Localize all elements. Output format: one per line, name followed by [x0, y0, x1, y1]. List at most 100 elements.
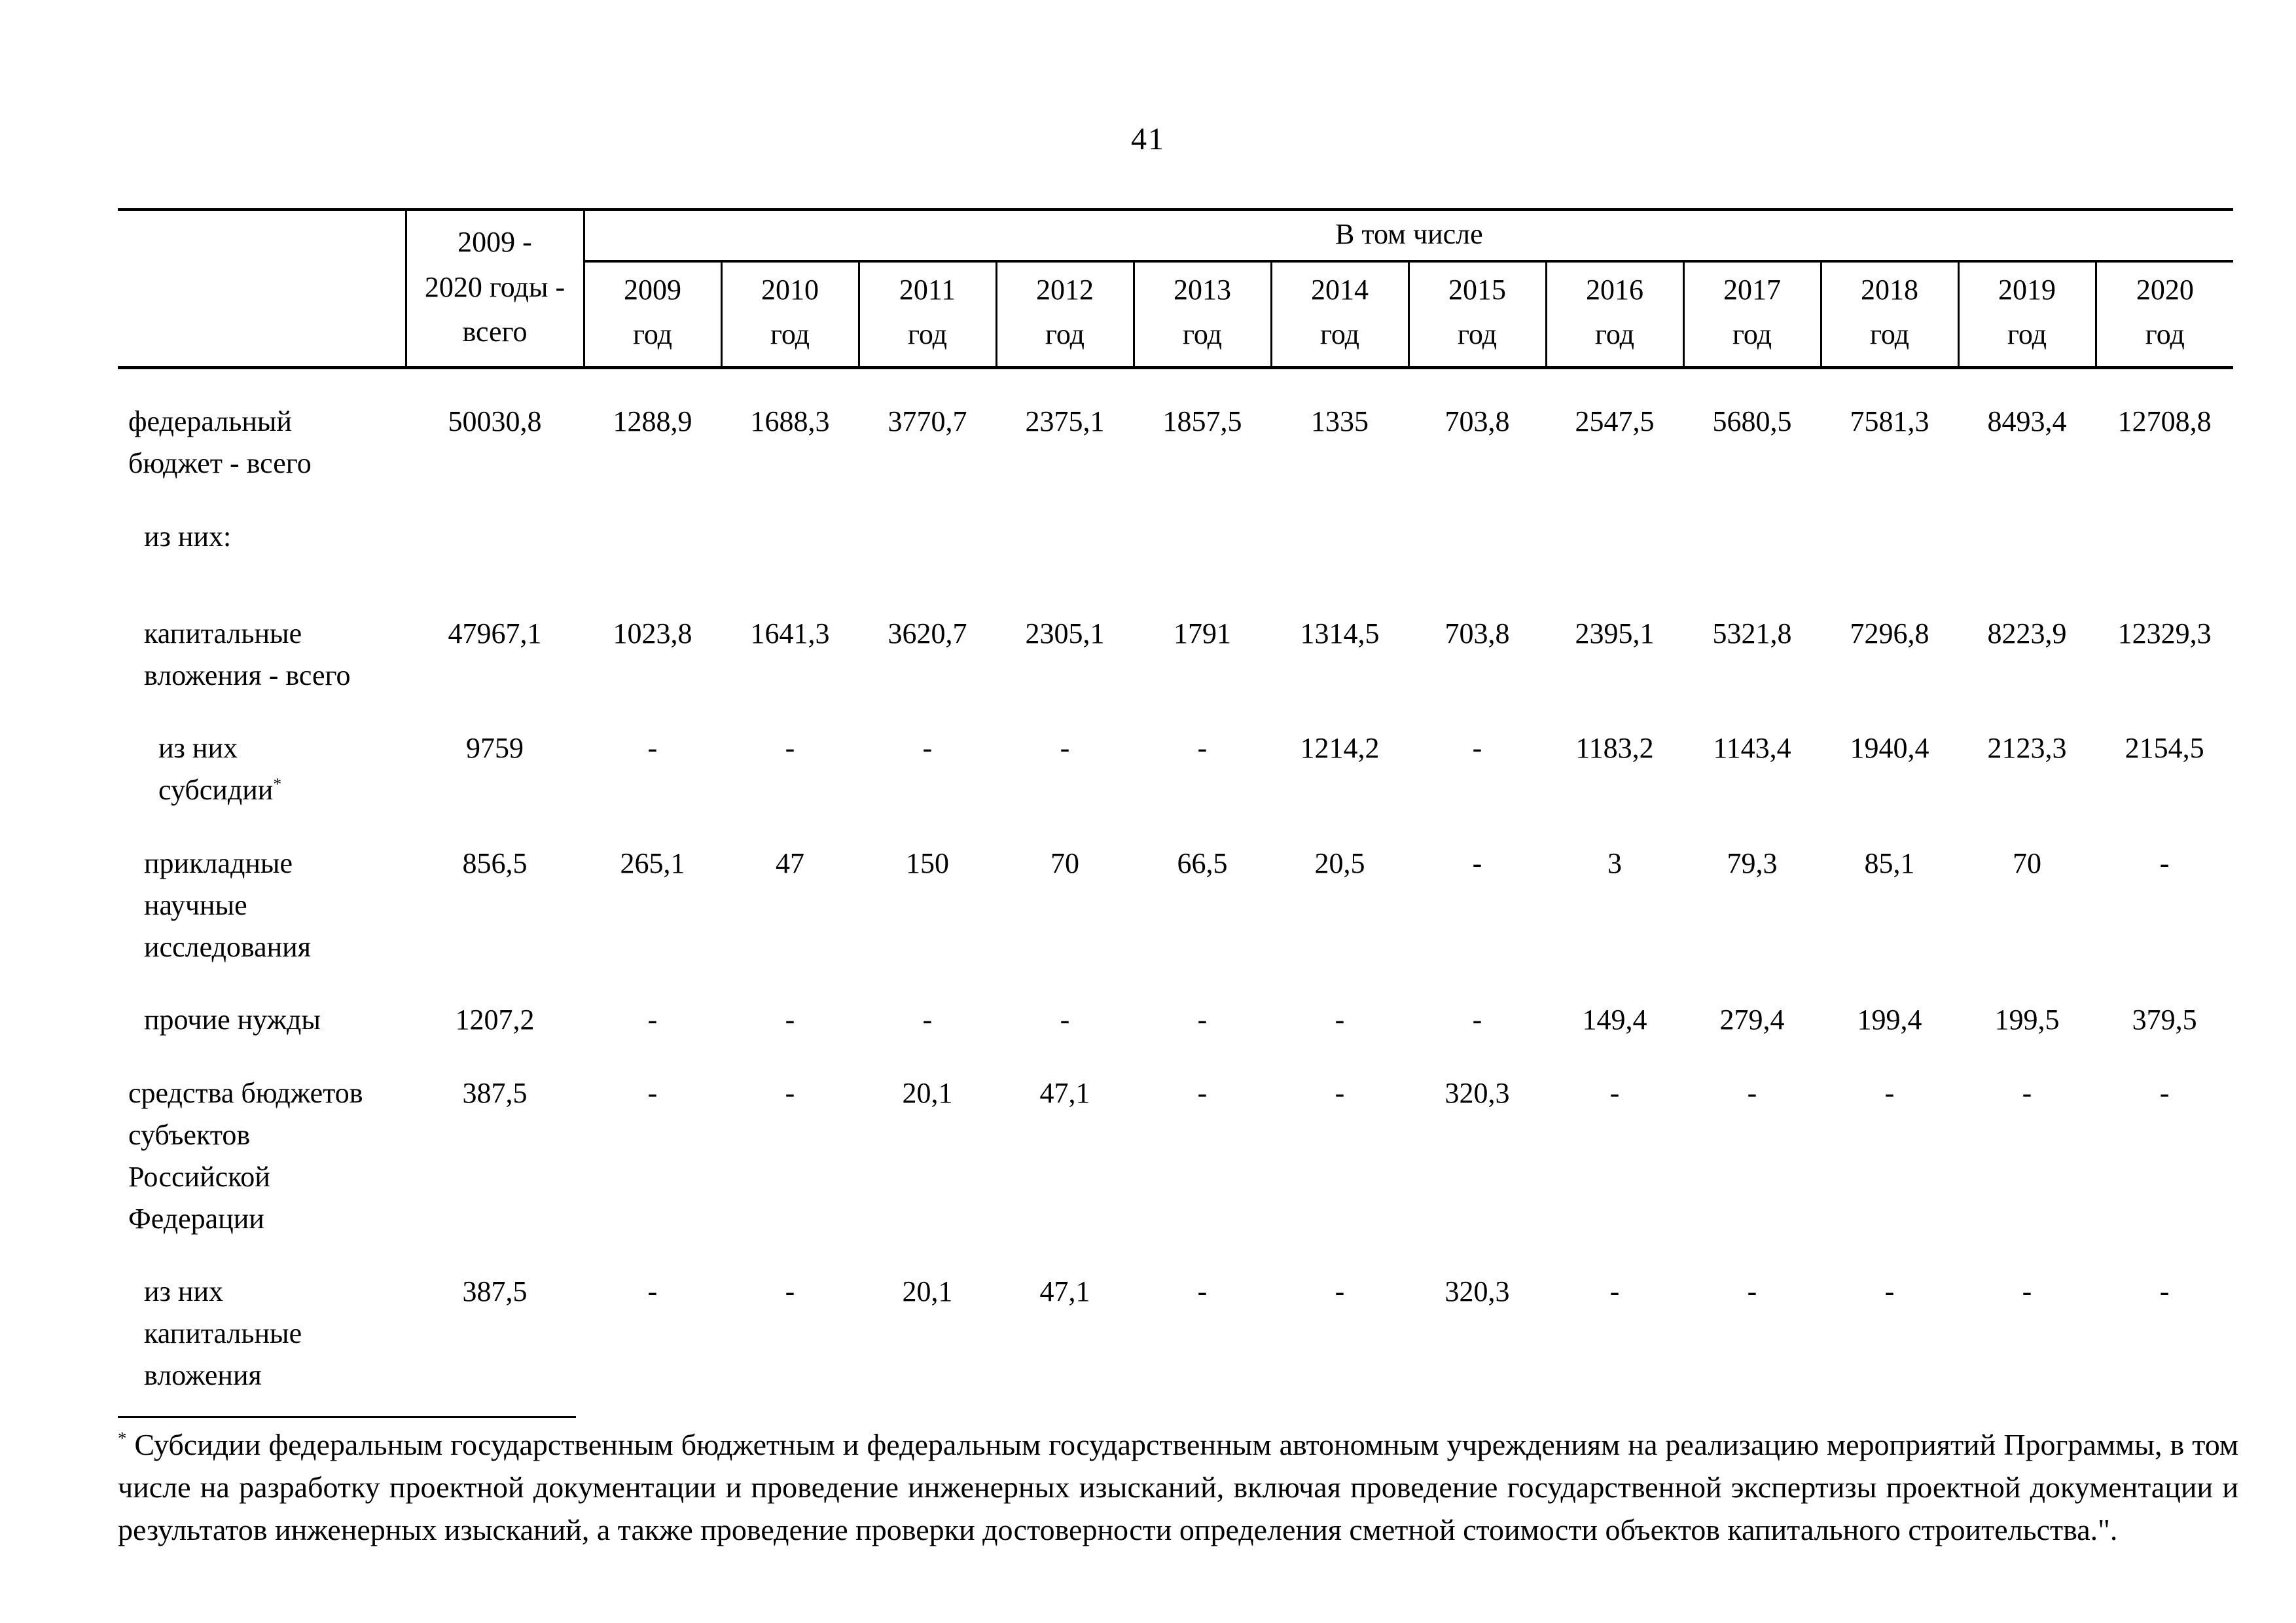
row-label: из них субсидии*: [158, 732, 282, 807]
year-header-2015: 2015 год: [1407, 261, 1546, 370]
cell-year-2013: 66,5: [1177, 847, 1228, 879]
cell-year-2018: 7581,3: [1850, 405, 1929, 438]
cell-year-2012: [996, 484, 1134, 558]
cell-year-2015: 703,8: [1444, 617, 1510, 649]
cell-year-2017: 5321,8: [1712, 617, 1792, 649]
cell-year-2019: 70: [2013, 847, 2041, 879]
cell-year-2014: 1314,5: [1300, 617, 1380, 649]
cell-year-2009: [584, 484, 721, 558]
cell-year-2010: 1688,3: [750, 405, 830, 438]
cell-year-2018: -: [1884, 1077, 1895, 1110]
table-row: из них:: [118, 484, 2233, 558]
header-row-top: 2009 - 2020 годы - всего В том числе: [118, 210, 2234, 370]
cell-year-2018: 1940,4: [1850, 732, 1929, 765]
cell-year-2019: 8493,4: [1987, 405, 2067, 438]
cell-year-2011: 20,1: [902, 1275, 953, 1308]
cell-year-2019: 8223,9: [1987, 617, 2067, 649]
cell-year-2011: -: [922, 732, 933, 765]
cell-year-2017: 279,4: [1719, 1004, 1785, 1036]
cell-year-2018: 199,4: [1857, 1004, 1922, 1036]
cell-total: 9759: [466, 732, 524, 765]
year-header-2020: 2020 год: [2094, 261, 2234, 370]
cell-year-2019: -: [2022, 1275, 2032, 1308]
budget-table: 2009 - 2020 годы - всего В том числе 200…: [118, 208, 2234, 1396]
cell-year-2018: -: [1884, 1275, 1895, 1308]
cell-year-2020: -: [2159, 1275, 2170, 1308]
cell-year-2010: 1641,3: [750, 617, 830, 649]
cell-year-2018: [1821, 484, 1958, 558]
cell-year-2010: 47: [776, 847, 804, 879]
cell-year-2010: -: [785, 1004, 795, 1036]
cell-year-2010: [721, 484, 859, 558]
cell-year-2014: 20,5: [1314, 847, 1365, 879]
cell-year-2015: 320,3: [1444, 1275, 1510, 1308]
cell-year-2017: -: [1747, 1077, 1757, 1110]
cell-total: 47967,1: [448, 617, 542, 649]
cell-year-2019: [1958, 484, 2096, 558]
cell-year-2019: -: [2022, 1077, 2032, 1110]
row-label: средства бюджетов субъектов Российской Ф…: [128, 1077, 363, 1235]
cell-year-2019: 199,5: [1994, 1004, 2060, 1036]
table-row: средства бюджетов субъектов Российской Ф…: [118, 1041, 2233, 1239]
cell-year-2012: 2305,1: [1025, 617, 1105, 649]
cell-year-2013: [1134, 484, 1271, 558]
cell-year-2010: -: [785, 1077, 795, 1110]
year-header-2013: 2013 год: [1132, 261, 1271, 370]
cell-year-2015: -: [1472, 732, 1482, 765]
cell-total: [406, 484, 584, 558]
footnote-text: Субсидии федеральным государственным бюд…: [118, 1427, 2238, 1547]
total-column-header: 2009 - 2020 годы - всего: [406, 210, 585, 370]
cell-year-2017: -: [1747, 1275, 1757, 1308]
footnote-marker: *: [273, 774, 282, 793]
cell-year-2016: [1546, 484, 1683, 558]
cell-year-2011: [859, 484, 996, 558]
cell-year-2014: [1271, 484, 1408, 558]
cell-year-2020: [2096, 484, 2233, 558]
corner-cell: [118, 210, 407, 370]
table-row: прикладные научные исследования 856,5 265,…: [118, 811, 2233, 968]
row-label: федеральный бюджет - всего: [128, 405, 312, 480]
cell-year-2011: 150: [906, 847, 949, 879]
cell-year-2012: 2375,1: [1025, 405, 1105, 438]
cell-year-2017: 5680,5: [1712, 405, 1792, 438]
cell-year-2013: 1791: [1174, 617, 1231, 649]
year-header-row: 2009 год 2010 год 2011 год 2012 год 2013 год…: [118, 261, 2234, 370]
page-content: 2009 - 2020 годы - всего В том числе 200…: [118, 208, 2238, 1552]
cell-year-2020: -: [2159, 1077, 2170, 1110]
cell-year-2016: 149,4: [1582, 1004, 1647, 1036]
cell-year-2010: -: [785, 1275, 795, 1308]
cell-year-2014: -: [1335, 1077, 1345, 1110]
cell-year-2016: 2395,1: [1575, 617, 1655, 649]
cell-year-2017: [1683, 484, 1821, 558]
table-row: из них капитальные вложения 387,5 - - 20,1 47…: [118, 1239, 2233, 1396]
cell-total: 387,5: [462, 1077, 528, 1110]
cell-year-2013: -: [1197, 732, 1208, 765]
row-label: прочие нужды: [144, 1004, 321, 1036]
table-row: из них субсидии* 9759 - - - - - 1214,2 - 1183,2 11…: [118, 696, 2233, 811]
cell-year-2018: 85,1: [1864, 847, 1915, 879]
cell-year-2015: [1408, 484, 1546, 558]
row-label: из них:: [144, 520, 232, 553]
row-label: прикладные научные исследования: [144, 847, 311, 963]
cell-year-2009: -: [647, 1275, 658, 1308]
cell-year-2014: 1214,2: [1300, 732, 1380, 765]
cell-year-2015: 703,8: [1444, 405, 1510, 438]
cell-year-2020: 12708,8: [2117, 405, 2212, 438]
cell-year-2014: 1335: [1311, 405, 1369, 438]
table-row: капитальные вложения - всего 47967,1 1023,…: [118, 558, 2233, 697]
cell-year-2009: 1288,9: [613, 405, 692, 438]
cell-year-2020: 2154,5: [2125, 732, 2204, 765]
cell-year-2009: -: [647, 732, 658, 765]
cell-year-2013: -: [1197, 1077, 1208, 1110]
cell-year-2012: 70: [1050, 847, 1079, 879]
cell-year-2017: 1143,4: [1713, 732, 1791, 765]
cell-year-2015: -: [1472, 1004, 1482, 1036]
year-header-2014: 2014 год: [1270, 261, 1408, 370]
cell-year-2013: -: [1197, 1004, 1208, 1036]
cell-year-2013: -: [1197, 1275, 1208, 1308]
cell-year-2009: -: [647, 1077, 658, 1110]
cell-year-2018: 7296,8: [1850, 617, 1929, 649]
cell-total: 1207,2: [455, 1004, 535, 1036]
cell-year-2020: -: [2159, 847, 2170, 879]
